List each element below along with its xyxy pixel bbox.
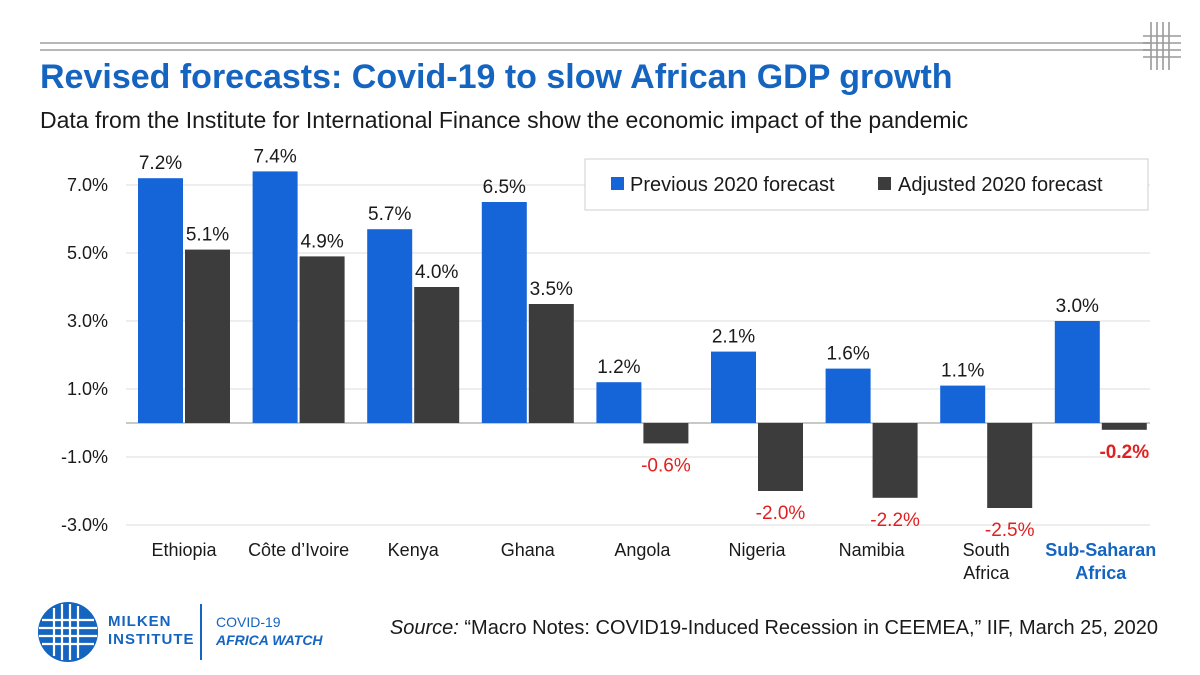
- data-label: -2.2%: [870, 510, 920, 531]
- bar-adjusted: [528, 304, 574, 423]
- chart-title: Revised forecasts: Covid-19 to slow Afri…: [40, 58, 953, 96]
- data-label: 3.0%: [1056, 296, 1099, 317]
- bar-adjusted: [987, 423, 1033, 508]
- bar-previous: [825, 368, 871, 423]
- x-category-label-line: Africa: [1075, 563, 1127, 583]
- footer-divider: [200, 604, 202, 660]
- brand-name: MILKEN INSTITUTE: [108, 613, 195, 649]
- data-label: -0.2%: [1099, 442, 1149, 463]
- x-category-label-line: Angola: [614, 540, 671, 560]
- y-tick-label: 3.0%: [67, 311, 108, 331]
- x-category-label-line: Ghana: [501, 540, 556, 560]
- bar-adjusted: [872, 423, 918, 498]
- x-category-label: South Africa: [963, 540, 1011, 583]
- data-label: 5.7%: [368, 204, 411, 225]
- source-label: Source:: [389, 617, 459, 639]
- project-line-1: COVID-19: [216, 614, 281, 630]
- milken-globe-logo-icon: [38, 602, 98, 662]
- x-category-label: Angola: [614, 540, 671, 560]
- x-category-label-line: Sub-Saharan: [1045, 540, 1156, 560]
- legend-swatch: [878, 177, 891, 190]
- x-category-label-line: Africa: [963, 563, 1010, 583]
- bar-previous: [711, 351, 756, 423]
- x-category-label-line: South: [963, 540, 1010, 560]
- x-category-label: Sub-Saharan Africa: [1045, 540, 1156, 583]
- header-rules: [40, 42, 1150, 56]
- gdp-bar-chart: -3.0% -1.0% 1.0% 3.0% 5.0% 7.0% 7.2% 5.1% Ethiop…: [61, 146, 1156, 583]
- legend-label: Adjusted 2020 forecast: [898, 174, 1103, 196]
- y-tick-label: 1.0%: [67, 379, 108, 399]
- x-category-label-line: Nigeria: [728, 540, 786, 560]
- bar-previous: [138, 178, 183, 423]
- data-label: 5.1%: [186, 225, 229, 246]
- source-note: Source: “Macro Notes: COVID19-Induced Re…: [390, 617, 1158, 640]
- brand-line-2: INSTITUTE: [108, 631, 195, 648]
- project-line-2: AFRICA WATCH: [216, 632, 323, 648]
- data-label: 2.1%: [712, 327, 755, 348]
- corner-grid-mark-icon: [1143, 22, 1181, 70]
- bar-adjusted: [414, 287, 460, 423]
- x-category-label: Ghana: [501, 540, 556, 560]
- data-label: 1.1%: [941, 361, 984, 382]
- x-category-label: Namibia: [839, 540, 906, 560]
- y-tick-label: -3.0%: [61, 515, 108, 535]
- data-label: -2.5%: [985, 520, 1035, 541]
- x-category-label: Nigeria: [728, 540, 786, 560]
- bar-previous: [940, 385, 986, 423]
- y-tick-label: 7.0%: [67, 175, 108, 195]
- brand-line-1: MILKEN: [108, 613, 172, 630]
- data-label: 3.5%: [530, 279, 573, 300]
- data-label: -0.6%: [641, 455, 691, 476]
- bar-previous: [367, 229, 413, 423]
- bar-previous: [1054, 321, 1100, 423]
- legend-box: [584, 158, 1149, 211]
- legend-swatch: [611, 177, 624, 190]
- bar-adjusted: [299, 256, 345, 423]
- bar-previous: [481, 202, 527, 423]
- data-label: 7.2%: [139, 153, 182, 174]
- x-category-label-line: Côte d’Ivoire: [248, 540, 349, 560]
- bar-adjusted: [643, 423, 689, 444]
- bar-adjusted: [185, 249, 230, 423]
- y-tick-label: 5.0%: [67, 243, 108, 263]
- x-category-label-line: Kenya: [388, 540, 440, 560]
- data-label: 7.4%: [253, 146, 296, 167]
- bar-previous: [252, 171, 298, 423]
- x-category-label-line: Namibia: [839, 540, 906, 560]
- data-label: -2.0%: [756, 503, 806, 524]
- legend: Previous 2020 forecast Adjusted 2020 fore…: [584, 158, 1149, 211]
- x-category-label: Kenya: [388, 540, 440, 560]
- x-category-label: Ethiopia: [151, 540, 217, 560]
- data-label: 4.9%: [300, 231, 343, 252]
- bar-previous: [596, 382, 642, 423]
- bar-adjusted: [1101, 423, 1147, 430]
- source-text: “Macro Notes: COVID19-Induced Recession …: [464, 617, 1158, 639]
- data-label: 6.5%: [483, 177, 526, 198]
- data-label: 1.6%: [826, 344, 869, 365]
- bar-adjusted: [758, 423, 803, 491]
- x-category-label-line: Ethiopia: [151, 540, 217, 560]
- legend-label: Previous 2020 forecast: [630, 174, 835, 196]
- y-tick-label: -1.0%: [61, 447, 108, 467]
- chart-subtitle: Data from the Institute for Internationa…: [40, 107, 969, 133]
- project-name: COVID-19 AFRICA WATCH: [216, 613, 323, 649]
- data-label: 4.0%: [415, 262, 458, 283]
- data-label: 1.2%: [597, 357, 640, 378]
- x-category-label: Côte d’Ivoire: [248, 540, 349, 560]
